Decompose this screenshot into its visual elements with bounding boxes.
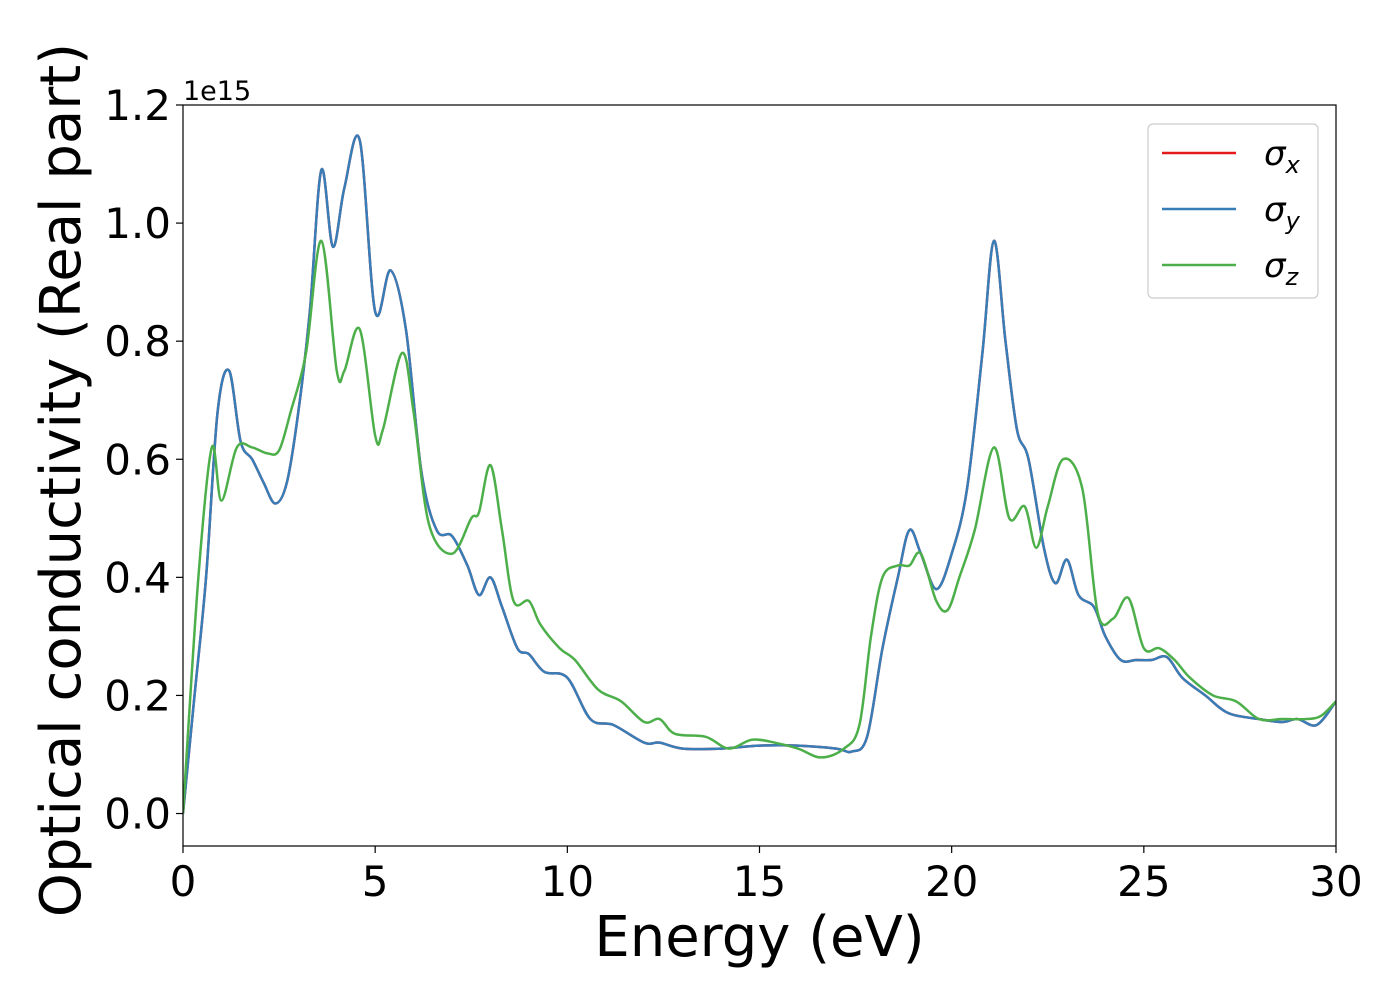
x-tick-label: 20 [925,857,978,906]
legend-label-z: σz [1264,246,1300,291]
x-tick-label: 15 [733,857,786,906]
x-axis-ticks: 0 5 10 15 20 25 30 [170,846,1363,906]
x-axis-title: Energy (eV) [594,905,924,970]
y-tick-label: 0.6 [104,435,171,484]
y-tick-label: 1.2 [104,81,171,130]
x-tick-label: 0 [170,857,197,906]
y-axis-title: Optical conductivity (Real part) [29,43,94,917]
y-tick-label: 1.0 [104,199,171,248]
legend: σx σy σz [1147,123,1319,299]
plot-frame [182,104,1337,847]
y-tick-label: 0.0 [104,790,171,839]
y-axis-ticks: 0.0 0.2 0.4 0.6 0.8 1.0 1.2 [104,81,183,839]
legend-label-y: σy [1264,190,1301,235]
plot-lines [183,134,1336,814]
y-tick-label: 0.2 [104,671,171,720]
series-line-z [183,239,1336,814]
x-tick-label: 25 [1117,857,1170,906]
x-tick-label: 10 [541,857,594,906]
x-tick-label: 5 [362,857,389,906]
legend-label-x: σx [1264,134,1301,179]
legend-box [1147,123,1319,299]
y-axis-offset-text: 1e15 [183,76,251,107]
x-tick-label: 30 [1309,857,1362,906]
y-tick-label: 0.4 [104,553,171,602]
y-tick-label: 0.8 [104,317,171,366]
